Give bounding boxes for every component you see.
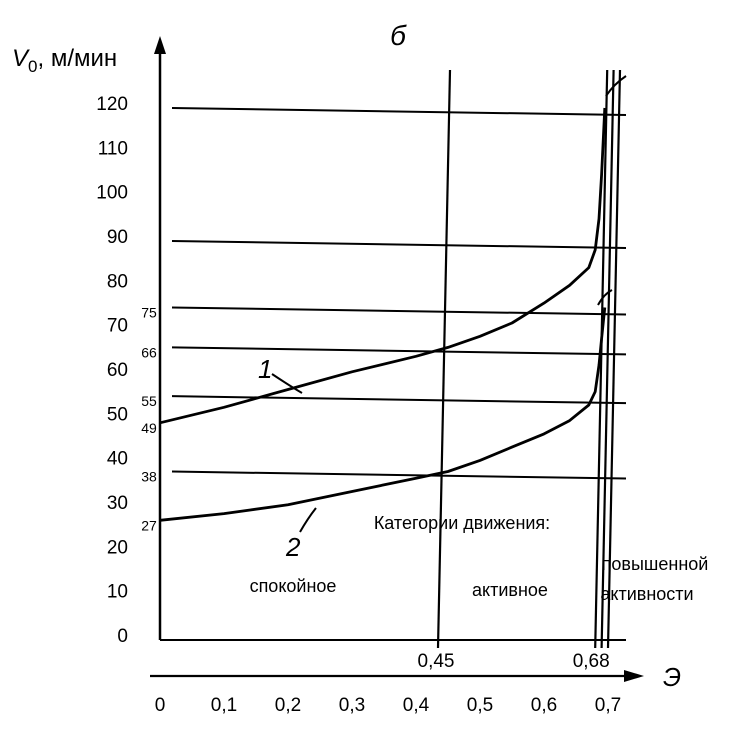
x-tick-labels: 0 0,1 0,2 0,3 0,4 0,5 0,6 0,7 [155, 695, 622, 716]
category-calm: спокойное [250, 576, 337, 596]
series-1-leader [271, 373, 303, 394]
x-axis-label: Э [663, 662, 681, 692]
x-tick-0,4: 0,4 [403, 695, 430, 716]
y-extra-tick-49: 49 [141, 420, 157, 436]
y-extra-tick-38: 38 [141, 469, 157, 485]
y-tick-70: 70 [107, 316, 128, 337]
y-tick-50: 50 [107, 404, 128, 425]
gridline-y-75 [171, 306, 627, 316]
x-tick-0: 0 [155, 695, 166, 716]
y-extra-tick-55: 55 [141, 393, 157, 409]
y-tick-90: 90 [107, 227, 128, 248]
series-curve-2 [159, 307, 607, 522]
series-2-label: 2 [285, 532, 301, 562]
y-tick-0: 0 [117, 626, 128, 647]
vline-3 [606, 69, 622, 649]
vline-0 [436, 69, 452, 649]
x-tick-0,3: 0,3 [339, 695, 365, 716]
gridline-y-55 [171, 395, 627, 405]
series-1-end-hook [605, 75, 627, 97]
y-tick-labels: 0 10 20 30 40 50 60 70 80 90 100 110 120 [96, 94, 128, 647]
category-title: Категории движения: [374, 513, 550, 533]
gridline-y-90 [171, 240, 627, 249]
y-extra-tick-66: 66 [141, 344, 157, 360]
x-tick-0,6: 0,6 [531, 695, 557, 716]
gridline-y-120 [171, 107, 627, 116]
vline-2 [600, 69, 615, 649]
series-curve-1 [159, 107, 607, 425]
x-tick-0,1: 0,1 [211, 695, 237, 716]
category-active: активное [472, 580, 548, 600]
y-axis-label-subscript: 0 [28, 57, 37, 76]
y-extra-tick-75: 75 [141, 305, 157, 321]
y-axis-label-symbol: V [12, 45, 30, 72]
y-tick-110: 110 [98, 138, 128, 159]
y-axis-label-units: , м/мин [37, 45, 117, 72]
x-tick-0,7: 0,7 [595, 695, 621, 716]
y-tick-10: 10 [107, 582, 128, 603]
x-extra-tick-0,68: 0,68 [573, 651, 610, 672]
y-axis-arrow [154, 36, 166, 54]
y-axis-label: V0, м/мин [12, 45, 117, 76]
y-tick-120: 120 [96, 94, 128, 115]
y-tick-80: 80 [107, 271, 128, 292]
y-tick-100: 100 [96, 183, 128, 204]
series-2-end-hook [597, 289, 613, 306]
category-boundaries [436, 69, 622, 649]
y-tick-20: 20 [107, 537, 128, 558]
category-high-2: активности [600, 584, 693, 604]
y-tick-40: 40 [107, 449, 128, 470]
vline-1 [594, 69, 609, 649]
gridlines [171, 107, 627, 480]
series-2-leader [299, 507, 317, 533]
x-extra-tick-labels: 0,45 0,68 [418, 651, 610, 672]
x-extra-tick-0,45: 0,45 [418, 651, 455, 672]
y-tick-60: 60 [107, 360, 128, 381]
y-extra-tick-labels: 27 38 49 55 66 75 [141, 305, 157, 534]
gridline-y-38 [171, 470, 627, 480]
chart-title: б [390, 20, 407, 51]
x-tick-0,2: 0,2 [275, 695, 301, 716]
x-scale-arrow [624, 670, 644, 682]
y-tick-30: 30 [107, 493, 128, 514]
y-extra-tick-27: 27 [141, 517, 157, 533]
x-tick-0,5: 0,5 [467, 695, 493, 716]
series-1-label: 1 [258, 354, 272, 384]
gridline-y-66 [171, 346, 627, 356]
series-curves [159, 107, 607, 522]
category-high-1: повышенной [602, 554, 709, 574]
